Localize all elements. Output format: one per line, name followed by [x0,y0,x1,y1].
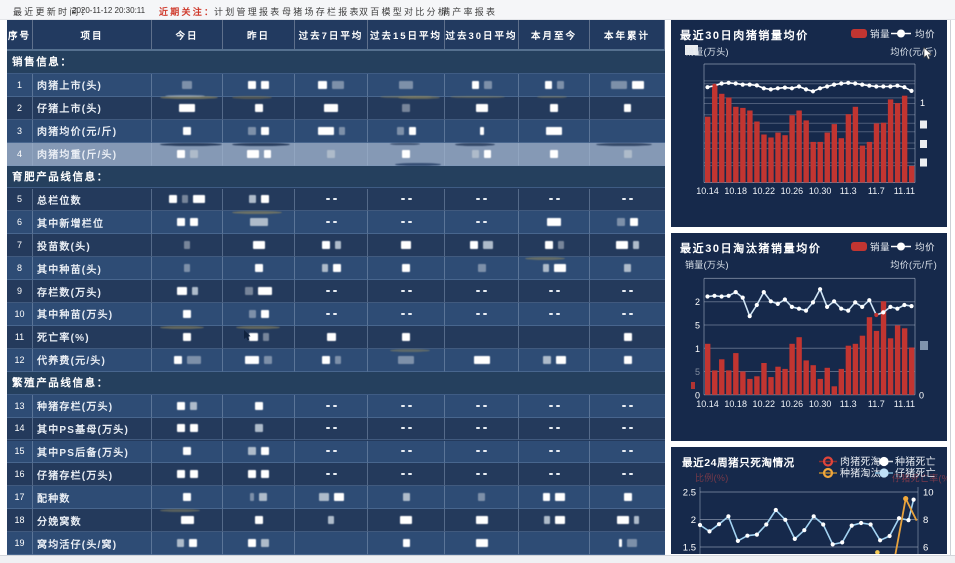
svg-text:10.18: 10.18 [724,186,747,196]
svg-text:销量: 销量 [870,29,890,41]
svg-text:肉猪死淘: 肉猪死淘 [840,455,881,468]
svg-text:5: 5 [695,321,700,331]
svg-text:10: 10 [923,488,934,499]
svg-text:2.5: 2.5 [683,488,696,499]
svg-text:最近24周猪只死淘情况: 最近24周猪只死淘情况 [682,456,795,469]
svg-text:均价: 均价 [915,29,935,41]
svg-text:1: 1 [920,98,925,108]
svg-text:11.11: 11.11 [894,399,915,409]
svg-text:6: 6 [923,543,928,554]
svg-text:10.22: 10.22 [753,186,776,196]
svg-text:仔猪死亡: 仔猪死亡 [895,467,936,480]
svg-text:10.30: 10.30 [809,399,832,409]
svg-text:比例(%): 比例(%) [695,472,729,483]
svg-text:0: 0 [919,390,924,400]
svg-text:10.18: 10.18 [724,399,747,409]
svg-text:2: 2 [691,515,696,526]
svg-text:1.5: 1.5 [683,543,696,554]
svg-text:11.3: 11.3 [840,186,857,196]
svg-text:8: 8 [923,515,928,526]
svg-text:1: 1 [695,344,700,354]
svg-text:销量(万头): 销量(万头) [685,46,729,57]
svg-text:11.7: 11.7 [868,399,885,409]
svg-text:5: 5 [695,367,700,377]
svg-text:11.3: 11.3 [840,399,857,409]
svg-text:仔猪死亡率(%): 仔猪死亡率(%) [892,473,947,484]
svg-text:均价: 均价 [915,242,935,254]
svg-text:均价(元/斤): 均价(元/斤) [890,259,937,270]
svg-text:0: 0 [695,390,700,400]
svg-text:10.22: 10.22 [753,399,776,409]
svg-text:销量(万头): 销量(万头) [685,259,729,270]
svg-text:10.14: 10.14 [696,186,719,196]
svg-text:种猪死亡: 种猪死亡 [895,455,936,468]
svg-text:10.26: 10.26 [781,399,804,409]
svg-text:10.26: 10.26 [781,186,804,196]
svg-text:10.30: 10.30 [809,186,832,196]
svg-text:10.14: 10.14 [696,399,719,409]
svg-text:种猪淘汰: 种猪淘汰 [840,467,881,480]
svg-text:均价(元/斤): 均价(元/斤) [890,46,937,57]
svg-text:销量: 销量 [870,242,890,254]
svg-text:最近30日肉猪销量均价: 最近30日肉猪销量均价 [680,28,809,42]
svg-text:11.7: 11.7 [868,186,885,196]
svg-text:2: 2 [695,297,700,307]
svg-text:11.11: 11.11 [894,186,915,196]
svg-text:最近30日淘汰猪销量均价: 最近30日淘汰猪销量均价 [680,241,821,255]
